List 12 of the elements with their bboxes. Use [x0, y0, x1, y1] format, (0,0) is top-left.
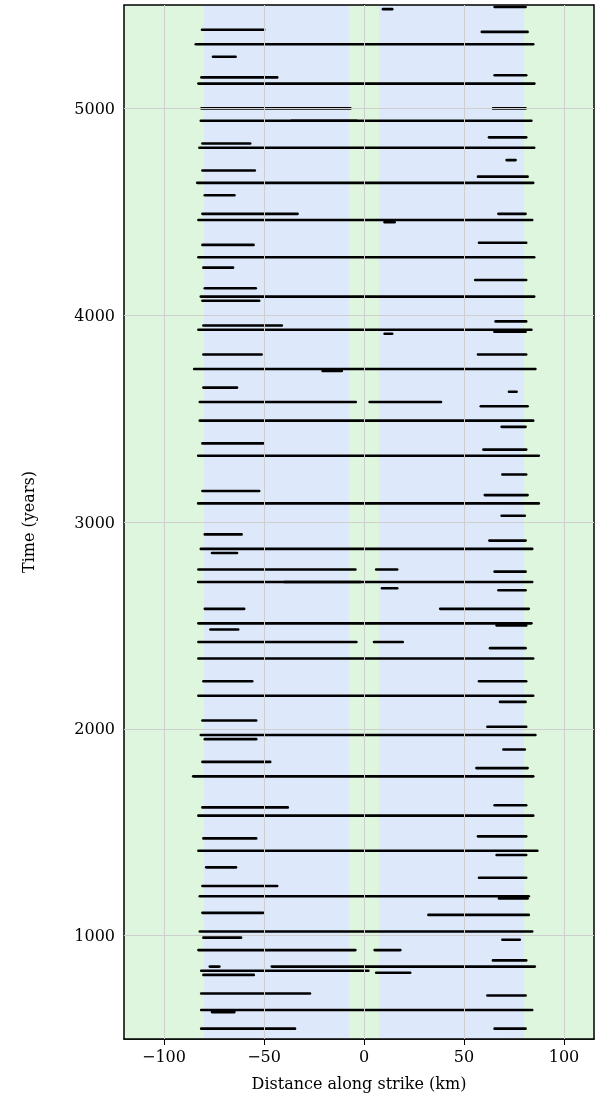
- y-tick-label: 1000: [74, 926, 115, 946]
- y-tick-label: 2000: [74, 719, 115, 739]
- x-axis-title: Distance along strike (km): [251, 1073, 467, 1093]
- x-tick-label: −50: [247, 1046, 281, 1066]
- x-tick-label: 50: [453, 1046, 475, 1066]
- y-tick-label: 4000: [74, 305, 115, 325]
- x-tick-label: −100: [142, 1046, 186, 1066]
- x-tick-label: 0: [358, 1046, 370, 1066]
- x-tick-label: 100: [548, 1046, 580, 1066]
- y-tick-label: 3000: [74, 512, 115, 532]
- y-tick-label: 5000: [74, 98, 115, 118]
- y-axis-title: Time (years): [18, 471, 38, 573]
